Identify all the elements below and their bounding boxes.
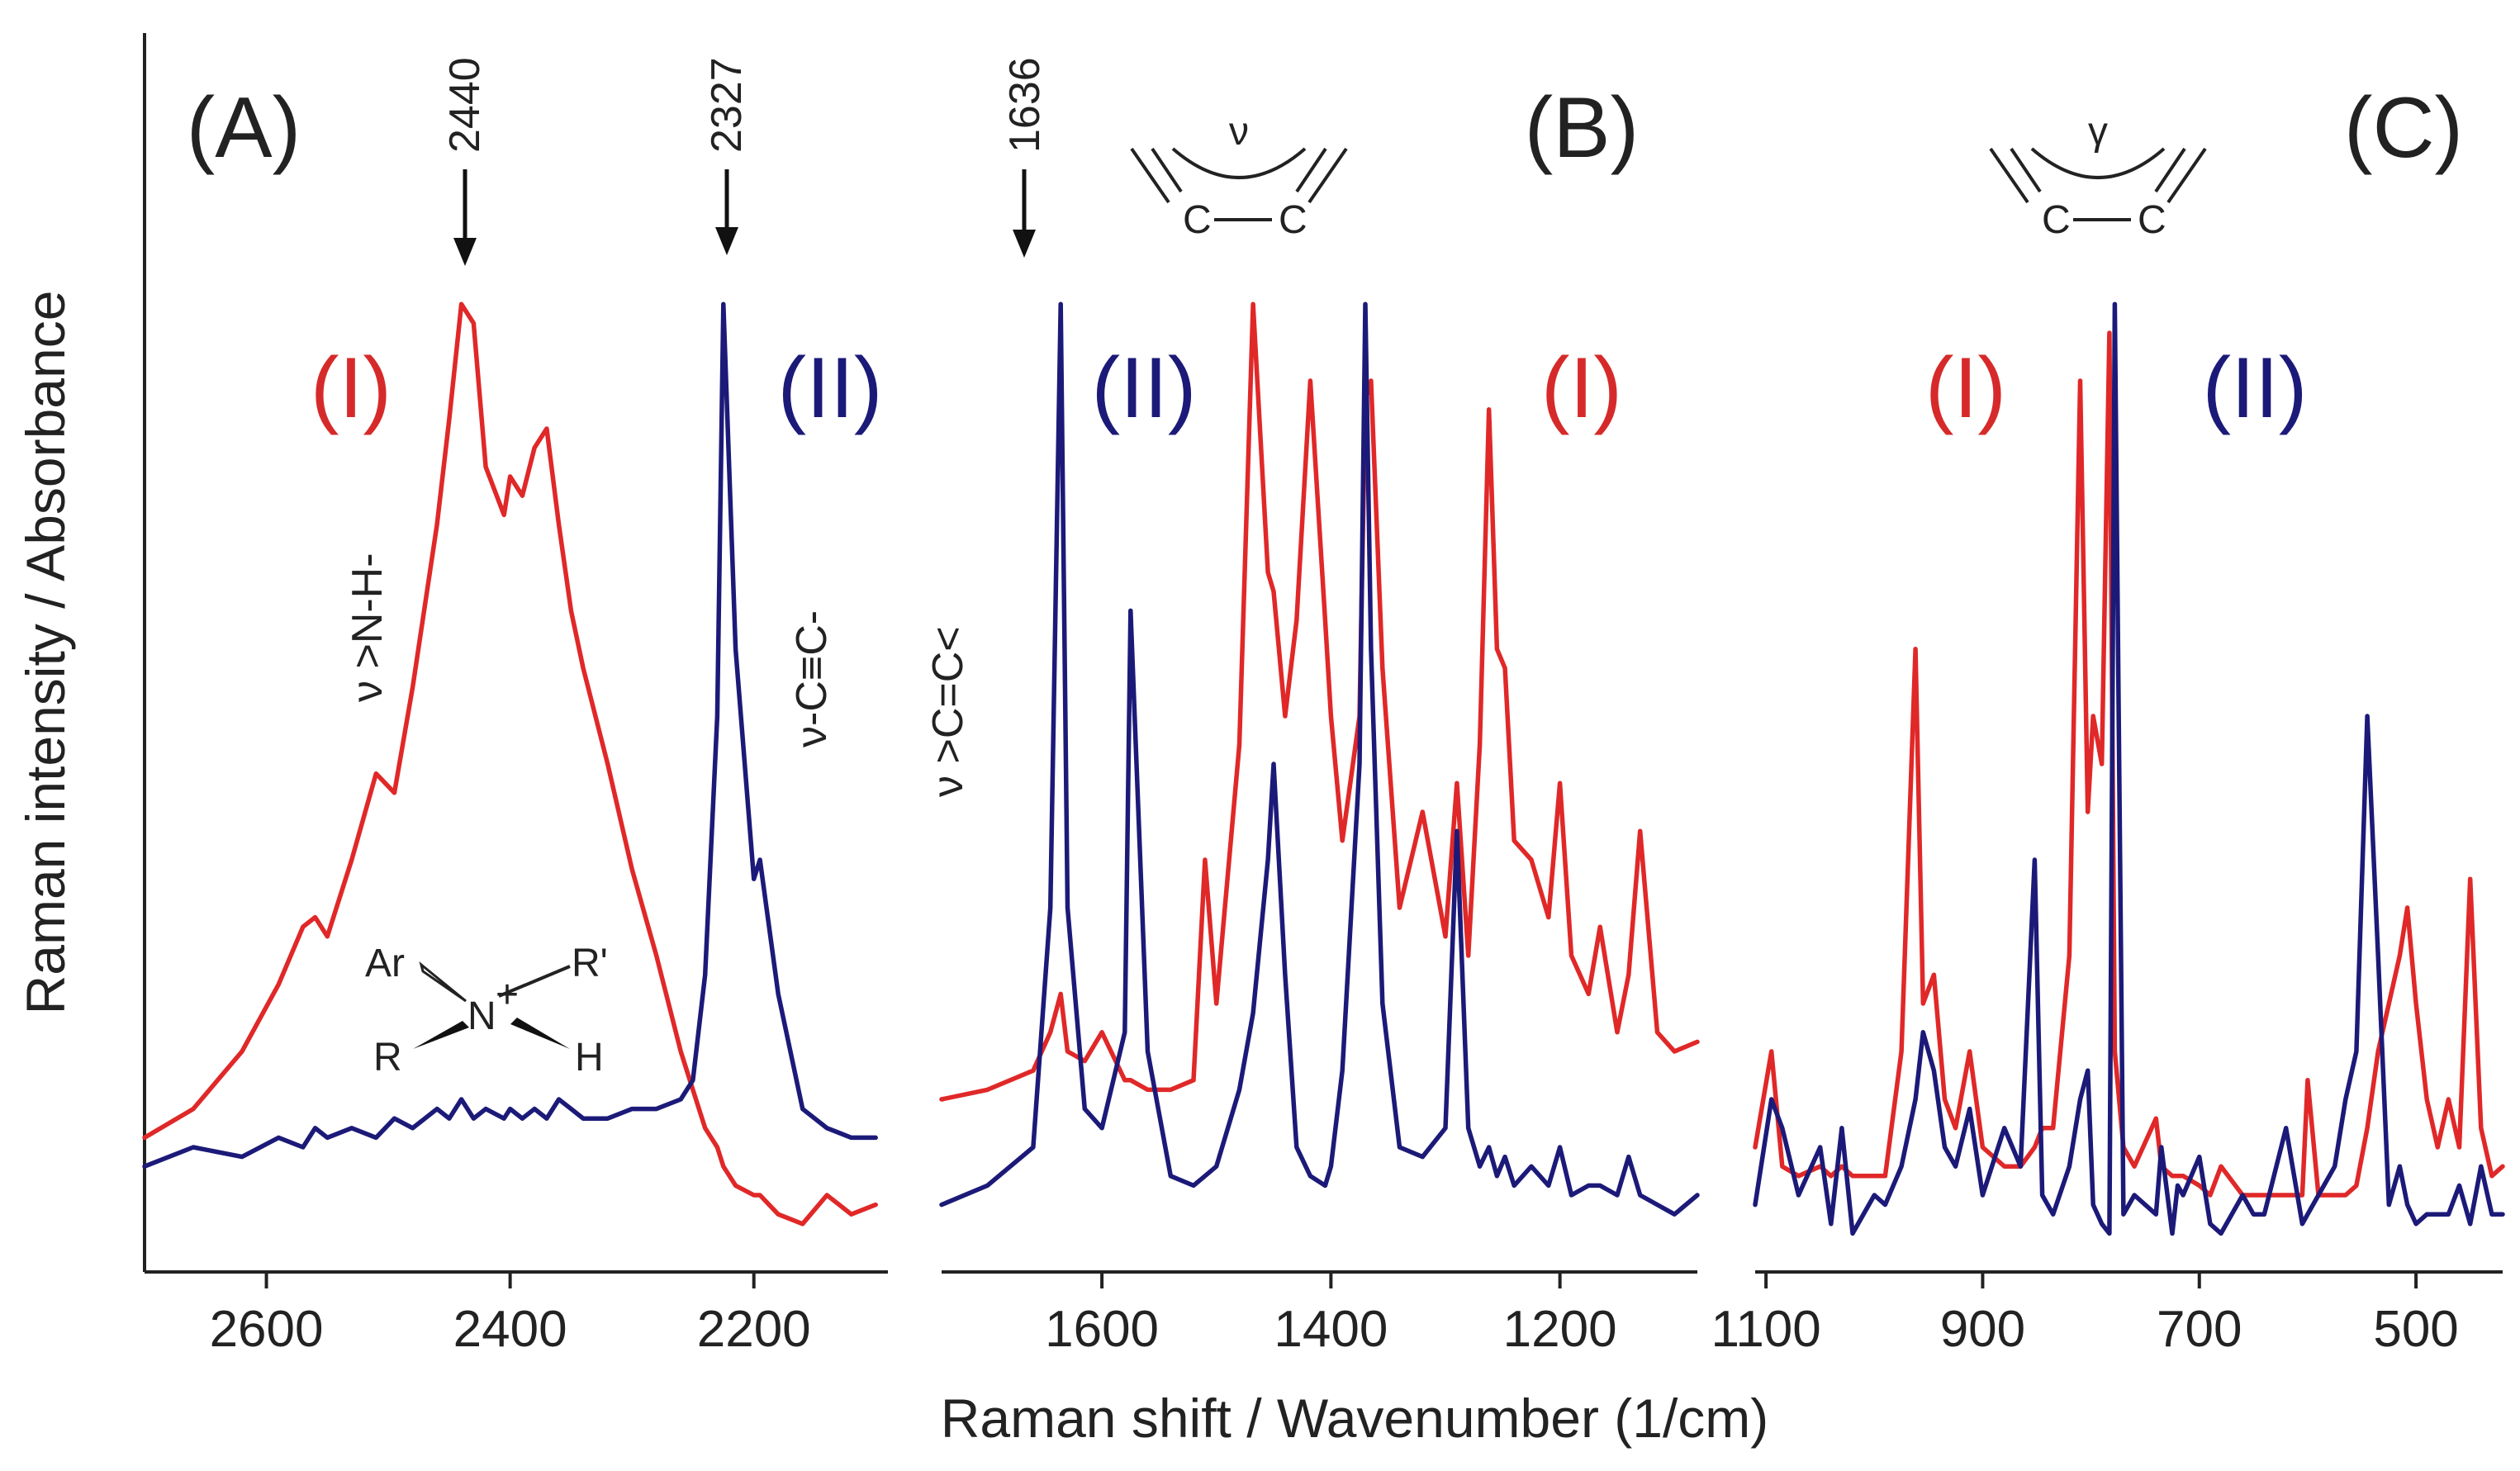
tick-labels: 2600 2400 2200 1600 1400 1200 1100 900 700 500 [210, 1301, 2459, 1358]
annotation-nh-stretch: ν >N-H- [344, 553, 392, 702]
arrow-2327-head [715, 227, 738, 255]
y-axis-title: Raman intensity / Absorbance [15, 291, 76, 1015]
series-label-a-ii: (II) [777, 340, 882, 436]
x-axis-title: Raman shift / Wavenumber (1/cm) [941, 1388, 1769, 1449]
series-a-i-line [142, 301, 878, 1227]
x-tick-label-b-1200: 1200 [1503, 1301, 1617, 1358]
mol-r1: R' [572, 942, 608, 985]
annotation-cc-double-stretch: ν >C=C< [924, 626, 972, 797]
x-tick-label-b-1400: 1400 [1274, 1301, 1388, 1358]
series-label-c-ii: (II) [2202, 340, 2307, 436]
panel-letter-a: (A) [187, 80, 301, 176]
hash-bond-ar [419, 961, 467, 1003]
motif-b-greek: ν [1229, 110, 1249, 154]
series-label-b-i: (I) [1541, 340, 1622, 436]
motif-b-bar-left [1130, 147, 1170, 204]
arrow-2440-head [453, 238, 477, 266]
motif-c-c2: C [2138, 198, 2166, 242]
series-b-ii-line [939, 301, 1700, 1217]
bending-motif: γ C C [1989, 110, 2207, 242]
wedge-bond-h [510, 1018, 570, 1049]
spectra [142, 301, 2505, 1236]
motif-b-arc [1171, 147, 1307, 179]
mol-ar: Ar [365, 942, 405, 985]
x-tick-label-a-2600: 2600 [210, 1301, 324, 1358]
annotation-cc-triple-stretch: ν-C≡C- [788, 610, 836, 747]
peak-label-1636: 1636 [1001, 57, 1049, 153]
series-label-a-i: (I) [311, 340, 392, 436]
stretch-motif: ν C C [1130, 110, 1348, 242]
motif-c-bar-left2 [2010, 147, 2042, 193]
mol-n: N [467, 994, 496, 1038]
x-tick-label-b-1600: 1600 [1045, 1301, 1159, 1358]
x-tick-label-a-2400: 2400 [453, 1301, 567, 1358]
x-tick-label-c-900: 900 [1940, 1301, 2025, 1358]
motif-b-c1: C [1183, 198, 1212, 242]
mol-r: R [373, 1036, 402, 1080]
panel-letter-c: (C) [2344, 80, 2463, 176]
motif-c-c1: C [2042, 198, 2071, 242]
motif-c-bar-left [1989, 147, 2029, 204]
wedge-bond-r [413, 1021, 469, 1049]
series-a-ii-line [142, 301, 878, 1169]
motif-b-c2: C [1279, 198, 1307, 242]
bond-r1 [498, 965, 571, 998]
arrow-1636-head [1013, 230, 1036, 258]
tick-marks [264, 1272, 2418, 1288]
panel-letter-b: (B) [1525, 80, 1640, 176]
series-c-ii-line [1753, 301, 2505, 1236]
motif-c-bar-right2 [2154, 147, 2186, 193]
motif-b-bar-right2 [1295, 147, 1327, 193]
x-tick-label-c-1100: 1100 [1711, 1301, 1820, 1358]
x-tick-label-c-500: 500 [2373, 1301, 2458, 1358]
series-label-c-i: (I) [1925, 340, 2006, 436]
x-tick-label-c-700: 700 [2157, 1301, 2242, 1358]
motif-c-bar-right [2166, 147, 2207, 204]
mol-h: H [575, 1036, 604, 1080]
motif-b-bar-right [1307, 147, 1348, 204]
x-tick-label-a-2200: 2200 [697, 1301, 811, 1358]
ammonium-structure: Ar N + R' R H [365, 942, 608, 1080]
series-c-i-line [1753, 330, 2505, 1198]
motif-b-bar-left2 [1151, 147, 1183, 193]
motif-c-greek: γ [2088, 110, 2108, 154]
series-label-b-ii: (II) [1091, 340, 1196, 436]
peak-label-2327: 2327 [703, 57, 751, 153]
peak-label-2440: 2440 [441, 57, 489, 153]
motif-c-arc [2030, 147, 2166, 179]
